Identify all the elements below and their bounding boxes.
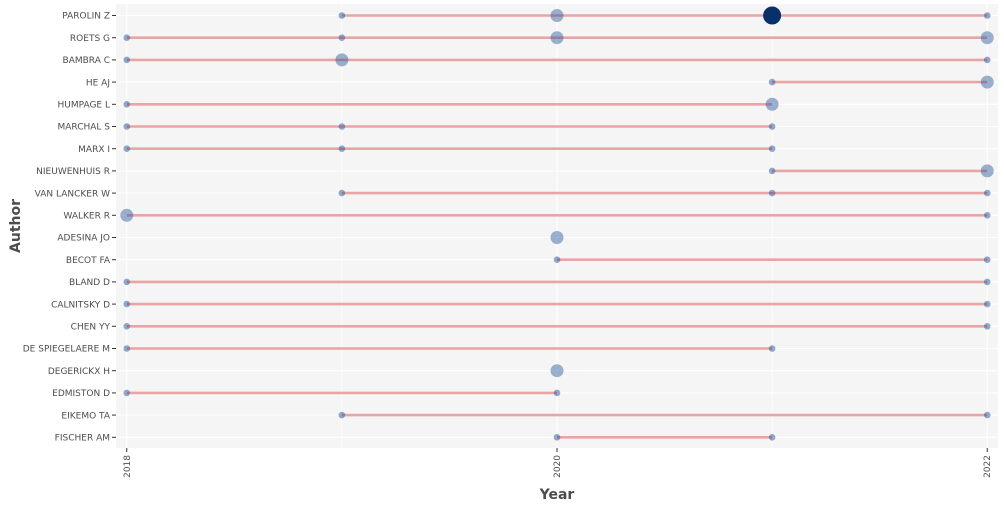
data-point (763, 6, 782, 25)
y-tick-label: MARX I (78, 145, 110, 155)
data-point (123, 323, 131, 330)
data-point (768, 145, 776, 152)
x-axis-title: Year (539, 487, 575, 503)
data-point (123, 300, 131, 308)
data-point (553, 434, 561, 441)
data-point (983, 56, 991, 64)
y-tick-label: MARCHAL S (57, 123, 110, 133)
data-point (768, 345, 776, 352)
data-point (123, 345, 131, 352)
y-tick-label: DE SPIEGELAERE M (23, 345, 110, 355)
data-point (550, 231, 564, 244)
data-points (120, 6, 994, 441)
data-point (980, 164, 994, 178)
y-tick-label: HUMPAGE L (57, 101, 110, 111)
x-axis: 2018 2020 2022 (123, 448, 993, 478)
y-tick-label: NIEUWENHUIS R (36, 167, 110, 177)
data-point (980, 31, 994, 45)
x-tick-label: 2018 (123, 455, 133, 478)
data-point (550, 9, 564, 22)
y-tick-label: BECOT FA (66, 256, 111, 266)
data-point (338, 12, 346, 19)
data-point (983, 256, 991, 264)
data-point (123, 278, 131, 286)
data-point (983, 12, 991, 19)
y-tick-label: CHEN YY (71, 323, 111, 333)
data-point (120, 208, 134, 222)
data-point (768, 123, 776, 130)
data-point (980, 75, 994, 89)
data-point (123, 34, 131, 41)
y-axis: PAROLIN Z ROETS G BAMBRA C HE AJ HUMPAGE L MA… (23, 12, 116, 444)
data-point (338, 145, 346, 152)
data-point (123, 101, 131, 108)
y-tick-label: VAN LANCKER W (35, 189, 110, 199)
data-point (338, 411, 346, 419)
y-tick-label: CALNITSKY D (51, 300, 110, 310)
y-tick-label: DEGERICKX H (48, 367, 110, 377)
data-point (550, 364, 564, 378)
data-point (983, 300, 991, 308)
y-tick-label: ADESINA JO (57, 234, 110, 244)
data-point (768, 434, 776, 441)
y-tick-label: BLAND D (69, 278, 110, 288)
y-tick-label: WALKER R (63, 212, 110, 222)
y-tick-label: ROETS G (70, 34, 110, 44)
timeline-segments (126, 14, 988, 439)
data-point (338, 123, 346, 130)
data-point (123, 56, 131, 64)
data-point (765, 97, 779, 111)
data-point (550, 31, 564, 45)
data-point (768, 78, 776, 86)
data-point (553, 256, 561, 264)
x-tick-label: 2020 (553, 455, 563, 478)
data-point (983, 212, 991, 219)
x-tick-label: 2022 (983, 455, 993, 478)
data-point (983, 411, 991, 419)
y-tick-label: HE AJ (86, 78, 110, 88)
y-tick-label: BAMBRA C (63, 56, 110, 66)
data-point (983, 323, 991, 330)
data-point (123, 145, 131, 152)
data-point (335, 53, 349, 67)
y-tick-label: FISCHER AM (55, 434, 110, 444)
data-point (768, 167, 776, 175)
data-point (123, 123, 131, 130)
data-point (768, 189, 776, 197)
data-point (553, 389, 561, 397)
data-point (338, 189, 346, 197)
y-axis-title: Author (8, 199, 24, 253)
data-point (338, 34, 346, 41)
y-tick-label: EDMISTON D (52, 389, 110, 399)
data-point (983, 278, 991, 286)
data-point (123, 389, 131, 397)
y-tick-label: PAROLIN Z (62, 12, 110, 22)
y-tick-label: EIKEMO TA (61, 411, 110, 421)
data-point (983, 189, 991, 197)
